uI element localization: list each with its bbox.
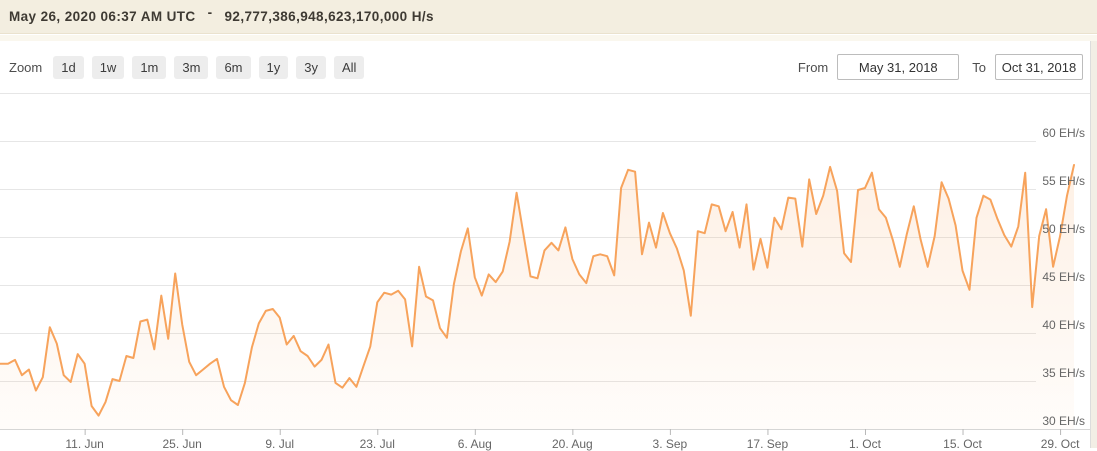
- from-label: From: [797, 59, 829, 75]
- x-axis-label: 25. Jun: [162, 437, 202, 451]
- zoom-button-1w[interactable]: 1w: [91, 55, 125, 79]
- zoom-presets: 1d 1w 1m 3m 6m 1y 3y All: [53, 55, 365, 79]
- y-axis-label: 35 EH/s: [1042, 366, 1085, 380]
- y-axis-label: 30 EH/s: [1042, 414, 1085, 428]
- x-axis-label: 17. Sep: [746, 437, 789, 451]
- y-axis-label: 60 EH/s: [1042, 126, 1085, 140]
- zoom-button-1y[interactable]: 1y: [258, 55, 289, 79]
- banner-timestamp: May 26, 2020 06:37 AM UTC: [9, 9, 196, 24]
- chart-line: [0, 164, 1075, 417]
- x-axis-label: 6. Aug: [457, 437, 492, 451]
- banner-hashrate-value: 92,777,386,948,623,170,000 H/s: [224, 9, 434, 24]
- zoom-button-3m[interactable]: 3m: [174, 55, 209, 79]
- zoom-button-6m[interactable]: 6m: [216, 55, 251, 79]
- x-axis-label: 11. Jun: [65, 437, 104, 451]
- hashrate-banner: May 26, 2020 06:37 AM UTC - 92,777,386,9…: [0, 0, 1097, 34]
- chart-toolbar: Zoom 1d 1w 1m 3m 6m 1y 3y All From To: [0, 53, 1097, 81]
- zoom-button-3y[interactable]: 3y: [296, 55, 326, 79]
- x-axis-label: 20. Aug: [551, 437, 593, 451]
- x-axis-label: 1. Oct: [848, 437, 881, 451]
- zoom-button-1m[interactable]: 1m: [132, 55, 167, 79]
- zoom-button-1d[interactable]: 1d: [53, 55, 84, 79]
- zoom-button-all[interactable]: All: [333, 55, 365, 79]
- y-axis-label: 45 EH/s: [1042, 270, 1085, 284]
- y-axis-label: 55 EH/s: [1042, 174, 1085, 188]
- banner-separator: -: [207, 5, 213, 20]
- y-axis-label: 50 EH/s: [1042, 222, 1085, 236]
- to-date-input[interactable]: [995, 54, 1083, 80]
- zoom-label: Zoom: [9, 59, 43, 75]
- x-axis-label: 29. Oct: [1040, 437, 1080, 451]
- from-date-input[interactable]: [837, 54, 960, 80]
- to-label: To: [972, 59, 986, 75]
- chart-area-fill: [0, 165, 1074, 429]
- x-axis-label: 9. Jul: [265, 437, 295, 451]
- x-axis-label: 23. Jul: [359, 437, 395, 451]
- x-axis-label: 3. Sep: [652, 437, 688, 451]
- x-axis-label: 15. Oct: [943, 437, 982, 451]
- banner-substrip: [0, 35, 1097, 41]
- y-axis-label: 40 EH/s: [1042, 318, 1085, 332]
- card-right-border: [1090, 41, 1097, 448]
